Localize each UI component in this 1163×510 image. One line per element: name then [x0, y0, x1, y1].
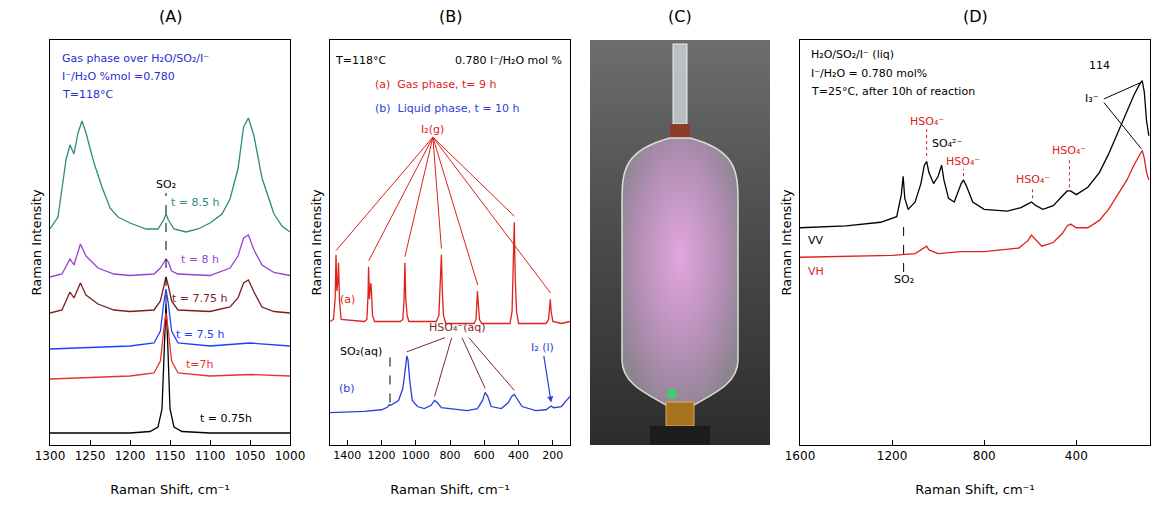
- svg-text:0.780 I⁻/H₂O mol %: 0.780 I⁻/H₂O mol %: [455, 54, 562, 67]
- svg-text:1200: 1200: [367, 449, 395, 462]
- svg-text:1000: 1000: [402, 449, 430, 462]
- svg-text:VH: VH: [808, 265, 824, 278]
- svg-text:(A): (A): [159, 7, 182, 26]
- svg-text:SO₂: SO₂: [156, 178, 176, 191]
- svg-text:T=25°C, after 10h of reaction: T=25°C, after 10h of reaction: [811, 85, 975, 98]
- svg-text:T=118°C: T=118°C: [62, 88, 113, 101]
- svg-text:1150: 1150: [155, 449, 186, 463]
- svg-text:Raman Intensity: Raman Intensity: [29, 189, 44, 296]
- svg-text:1600: 1600: [785, 449, 816, 463]
- svg-text:SO₂(aq): SO₂(aq): [340, 345, 382, 358]
- svg-text:(a): (a): [340, 293, 355, 306]
- svg-text:1100: 1100: [195, 449, 226, 463]
- svg-text:114: 114: [1089, 59, 1110, 72]
- svg-text:I⁻/H₂O = 0.780 mol%: I⁻/H₂O = 0.780 mol%: [811, 67, 927, 80]
- svg-text:200: 200: [542, 449, 563, 462]
- svg-text:VV: VV: [808, 234, 824, 247]
- svg-text:800: 800: [973, 449, 996, 463]
- svg-text:HSO₄⁻(aq): HSO₄⁻(aq): [429, 321, 485, 334]
- svg-text:I⁻/H₂O %mol =0.780: I⁻/H₂O %mol =0.780: [62, 70, 175, 83]
- svg-text:HSO₄⁻: HSO₄⁻: [910, 115, 944, 128]
- svg-text:400: 400: [1065, 449, 1088, 463]
- svg-text:Gas phase over H₂O/SO₂/I⁻: Gas phase over H₂O/SO₂/I⁻: [62, 52, 209, 65]
- svg-text:I₂ (l): I₂ (l): [531, 341, 554, 354]
- svg-text:SO₄²⁻: SO₄²⁻: [932, 137, 962, 150]
- svg-text:600: 600: [474, 449, 495, 462]
- svg-text:Raman Shift, cm⁻¹: Raman Shift, cm⁻¹: [390, 482, 509, 497]
- svg-text:t = 0.75h: t = 0.75h: [200, 412, 252, 425]
- svg-text:(b): (b): [339, 382, 355, 395]
- svg-text:t = 7.75 h: t = 7.75 h: [172, 292, 228, 305]
- svg-text:1050: 1050: [235, 449, 266, 463]
- svg-text:SO₂: SO₂: [894, 273, 914, 286]
- svg-text:1000: 1000: [275, 449, 306, 463]
- svg-text:Raman Intensity: Raman Intensity: [309, 189, 324, 296]
- svg-text:I₂(g): I₂(g): [421, 123, 444, 136]
- svg-text:Raman Intensity: Raman Intensity: [779, 189, 794, 296]
- svg-text:T=118°C: T=118°C: [335, 54, 386, 67]
- svg-text:t = 8 h: t = 8 h: [181, 253, 219, 266]
- svg-text:(D): (D): [963, 7, 988, 26]
- svg-text:(b) Liquid phase, t = 10 h: (b) Liquid phase, t = 10 h: [375, 102, 519, 115]
- svg-text:(C): (C): [668, 7, 692, 26]
- svg-text:1250: 1250: [75, 449, 106, 463]
- svg-text:1400: 1400: [333, 449, 361, 462]
- svg-text:1200: 1200: [877, 449, 908, 463]
- svg-text:t=7h: t=7h: [186, 358, 214, 371]
- svg-text:(B): (B): [439, 7, 462, 26]
- svg-text:HSO₄⁻: HSO₄⁻: [946, 155, 980, 168]
- svg-text:1300: 1300: [35, 449, 66, 463]
- svg-text:HSO₄⁻: HSO₄⁻: [1016, 173, 1050, 186]
- svg-text:Raman Shift, cm⁻¹: Raman Shift, cm⁻¹: [915, 482, 1034, 497]
- svg-text:400: 400: [508, 449, 529, 462]
- svg-text:I₃⁻: I₃⁻: [1085, 92, 1099, 105]
- svg-text:HSO₄⁻: HSO₄⁻: [1052, 144, 1086, 157]
- svg-text:(a) Gas phase, t= 9 h: (a) Gas phase, t= 9 h: [375, 78, 497, 91]
- svg-text:800: 800: [440, 449, 461, 462]
- svg-text:t = 7.5 h: t = 7.5 h: [176, 328, 225, 341]
- svg-text:t = 8.5 h: t = 8.5 h: [171, 196, 220, 209]
- svg-text:H₂O/SO₂/I⁻ (liq): H₂O/SO₂/I⁻ (liq): [811, 48, 894, 61]
- svg-text:Raman Shift, cm⁻¹: Raman Shift, cm⁻¹: [110, 482, 229, 497]
- svg-text:1200: 1200: [115, 449, 146, 463]
